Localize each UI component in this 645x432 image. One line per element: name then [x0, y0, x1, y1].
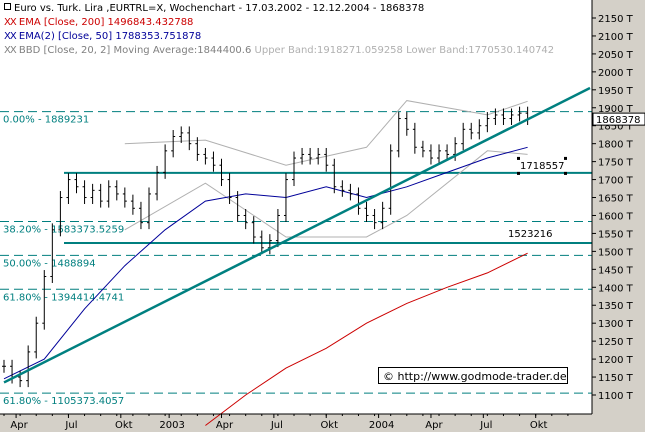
selection-handle: [517, 171, 520, 175]
y-tick-label: 2100 T: [598, 32, 634, 43]
ema200-line: [205, 252, 528, 426]
x-tick-label: 2004: [369, 420, 394, 431]
checkbox-icon: [4, 3, 11, 10]
y-tick-label: 1850 T: [598, 122, 634, 133]
ema50-line: [3, 146, 528, 380]
y-tick-label: 2050 T: [598, 50, 634, 61]
y-tick-label: 1550 T: [598, 229, 634, 240]
y-tick-label: 1500 T: [598, 247, 634, 258]
x-axis: Apr Jul Okt 2003 Apr Jul Okt 2004 Apr Jul Okt: [0, 413, 592, 431]
credit-box: © http://www.godmode-trader.de: [378, 367, 568, 384]
y-tick-label: 1300 T: [598, 319, 634, 330]
y-tick-label: 1600 T: [598, 211, 634, 222]
legend-ema200-text: XX EMA [Close, 200] 1496843.432788: [4, 17, 194, 28]
plot-background: [0, 0, 592, 414]
y-tick-label: 1250 T: [598, 337, 634, 348]
fibonacci-levels: 0.00% - 1889231 38.20% - 1583373.5259 50.0…: [0, 111, 592, 407]
level-label: 1523216: [508, 229, 553, 240]
fib-label: 61.80% - 1105373.4057: [3, 396, 124, 407]
y-tick-label: 1350 T: [598, 301, 634, 312]
x-tick-label: Jul: [64, 420, 77, 431]
uptrend-line: [3, 86, 591, 384]
y-tick-label: 1650 T: [598, 194, 634, 205]
y-tick-label: 1400 T: [598, 283, 634, 294]
legend-ema50-text: XX EMA(2) [Close, 50] 1788353.751878: [4, 31, 202, 42]
fib-label: 50.00% - 1488894: [3, 258, 96, 269]
y-tick-label: 1800 T: [598, 140, 634, 151]
x-tick-label: Jul: [270, 420, 283, 431]
fib-label: 0.00% - 1889231: [3, 115, 89, 126]
current-value-box: [592, 112, 645, 126]
trendline: [3, 86, 591, 384]
legend-title: Euro vs. Turk. Lira ,EURTRL=X, Wochencha…: [4, 3, 424, 15]
ema-lines: [3, 146, 528, 426]
legend-bbd: XX BBD [Close, 20, 2] Moving Average:184…: [4, 45, 554, 57]
price-series: [2, 106, 530, 388]
x-tick-label: Jul: [479, 420, 492, 431]
x-tick-label: Apr: [425, 420, 443, 431]
y-tick-label: 2150 T: [598, 14, 634, 25]
y-tick-label: 2000 T: [598, 68, 634, 79]
level-label: 1718557: [520, 161, 565, 172]
y-tick-label: 1450 T: [598, 265, 634, 276]
y-tick-label: 1150 T: [598, 373, 634, 384]
x-tick-label: Okt: [115, 420, 133, 431]
y-tick-label: 1900 T: [598, 104, 634, 115]
y-tick-label: 1700 T: [598, 176, 634, 187]
legend-bbd-text: XX BBD [Close, 20, 2] Moving Average:184…: [4, 45, 555, 56]
y-tick-label: 1100 T: [598, 391, 634, 402]
x-tick-label: Apr: [10, 420, 28, 431]
bollinger-lower-band: [124, 150, 528, 238]
legend-ema50: XX EMA(2) [Close, 50] 1788353.751878: [4, 31, 201, 43]
y-tick-label: 1950 T: [598, 86, 634, 97]
x-tick-label: Apr: [216, 420, 234, 431]
selection-handle: [564, 171, 567, 175]
x-tick-label: 2003: [159, 420, 184, 431]
y-tick-label: 1200 T: [598, 355, 634, 366]
y-axis: 2150 T 2100 T 2050 T 2000 T 1950 T 1900 T 1850…: [591, 0, 645, 414]
selection-handle: [564, 156, 567, 160]
horizontal-lines: 1718557 1523216: [64, 156, 592, 245]
y-tick-label: 1750 T: [598, 158, 634, 169]
legend-ema200: XX EMA [Close, 200] 1496843.432788: [4, 17, 193, 29]
x-tick-label: Okt: [320, 420, 338, 431]
x-tick-label: Okt: [530, 420, 548, 431]
current-value-label: 1868378: [596, 115, 641, 126]
selection-handle: [517, 156, 520, 160]
fib-label: 61.80% - 1394414.4741: [3, 292, 124, 303]
legend-title-text: Euro vs. Turk. Lira ,EURTRL=X, Wochencha…: [14, 3, 425, 14]
fib-label: 38.20% - 1583373.5259: [3, 224, 124, 235]
